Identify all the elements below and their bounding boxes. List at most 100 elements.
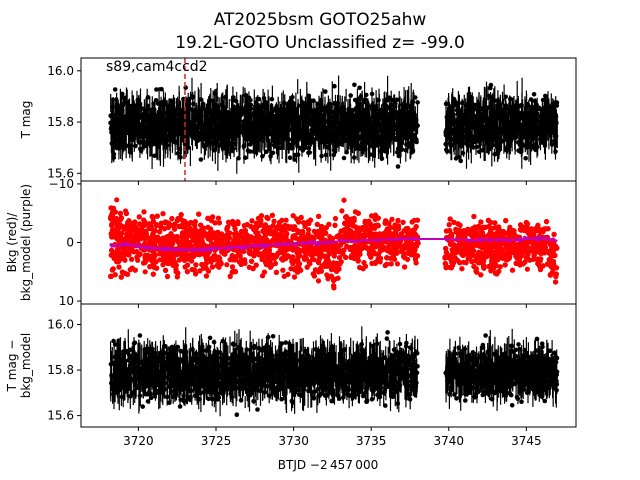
flux-point (157, 139, 163, 145)
flux-point (133, 143, 138, 149)
flux-point (331, 152, 337, 158)
flux-point (264, 106, 270, 112)
bkg-point (234, 248, 240, 254)
bkg-point (115, 226, 121, 232)
flux-point (450, 113, 455, 118)
flux-point (159, 132, 164, 138)
flux-point (307, 139, 313, 145)
flux-point (373, 124, 379, 130)
bkg-point (118, 231, 124, 237)
bkg-point (542, 226, 548, 232)
flux-point (164, 143, 170, 148)
bkg-point (328, 273, 334, 279)
flux-point (116, 111, 121, 116)
flux-point (270, 150, 276, 156)
flux-point (248, 98, 253, 103)
flux-point (163, 117, 169, 123)
flux-point (110, 127, 115, 133)
flux-point (410, 110, 415, 116)
flux-point (395, 150, 400, 155)
flux-point (118, 107, 124, 113)
flux-point (253, 104, 259, 110)
bkg-point (141, 209, 147, 215)
plot-area-middle (108, 197, 560, 291)
flux-point (147, 122, 153, 127)
flux-point (130, 126, 136, 131)
flux-point (234, 127, 239, 133)
flux-point (326, 137, 331, 142)
flux-point (108, 113, 113, 118)
flux-point (352, 82, 357, 88)
flux-point (518, 136, 524, 141)
flux-point (319, 153, 324, 159)
flux-point (495, 145, 500, 151)
flux-point (362, 109, 367, 114)
flux-point (455, 111, 461, 116)
flux-point (202, 124, 207, 129)
flux-point (514, 102, 520, 107)
flux-point (497, 139, 503, 145)
flux-point (456, 154, 462, 160)
flux-point (352, 125, 358, 131)
flux-point (169, 114, 175, 120)
bkg-point (302, 249, 308, 255)
flux-point (152, 140, 157, 146)
flux-point (264, 149, 269, 155)
flux-point (518, 126, 523, 131)
flux-point (295, 152, 301, 158)
flux-point (414, 139, 419, 145)
flux-point (363, 137, 369, 143)
flux-point (292, 157, 297, 162)
flux-point (153, 98, 159, 103)
flux-point (114, 139, 119, 144)
flux-point (495, 131, 500, 136)
flux-point (201, 144, 207, 149)
flux-point (111, 152, 117, 157)
bkg-point (291, 274, 298, 280)
flux-point (218, 142, 223, 148)
flux-point (109, 141, 115, 146)
flux-point (294, 114, 300, 120)
y-tick-label: 15.6 (47, 166, 74, 180)
bkg-point (142, 269, 148, 275)
bkg-point (154, 213, 160, 219)
flux-point (521, 143, 526, 148)
flux-point (312, 118, 317, 124)
flux-point (389, 107, 395, 112)
bkg-point (382, 220, 388, 226)
flux-point (320, 106, 325, 112)
flux-point (543, 111, 548, 116)
flux-point (525, 122, 531, 127)
flux-point (195, 138, 200, 144)
flux-point (393, 109, 399, 115)
flux-point (227, 128, 233, 133)
bkg-point (162, 220, 168, 226)
bkg-point (443, 265, 449, 271)
flux-point (508, 129, 513, 134)
flux-point (553, 133, 559, 139)
flux-point (278, 145, 284, 151)
bkg-point (200, 265, 207, 271)
flux-point (323, 89, 328, 94)
flux-point (128, 150, 133, 155)
chart-title-line2: 19.2L-GOTO Unclassified z= -99.0 (175, 33, 465, 53)
flux-point (530, 135, 535, 140)
flux-point (205, 111, 210, 117)
flux-point (110, 104, 115, 110)
flux-point (213, 129, 219, 135)
flux-point (214, 103, 220, 108)
flux-point (479, 119, 484, 125)
flux-point (116, 121, 122, 127)
flux-point (554, 103, 560, 108)
flux-point (338, 105, 344, 111)
flux-point (193, 118, 198, 123)
flux-point (287, 109, 293, 115)
flux-point (368, 143, 373, 148)
flux-point (309, 130, 314, 135)
flux-point (357, 85, 362, 91)
flux-point (115, 127, 121, 132)
flux-point (223, 94, 228, 100)
flux-point (200, 103, 206, 108)
